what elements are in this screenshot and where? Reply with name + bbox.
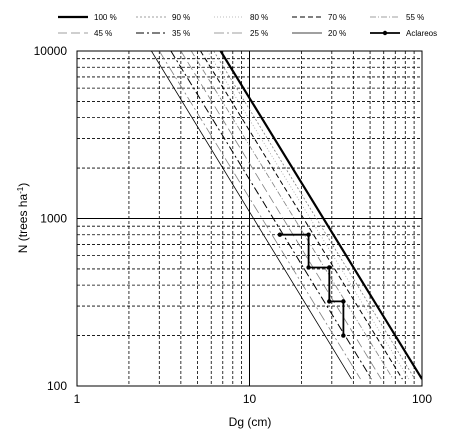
series-point-aclareos	[327, 265, 332, 270]
x-tick-label: 100	[412, 392, 432, 406]
legend-label: 35 %	[172, 29, 190, 38]
legend-label: 20 %	[328, 29, 346, 38]
legend-label: 45 %	[94, 29, 112, 38]
y-axis-label-superscript: -1	[16, 186, 25, 194]
x-axis-label: Dg (cm)	[229, 415, 272, 429]
legend-label: Aclareos	[406, 29, 437, 38]
y-axis-label-main: N (trees ha	[16, 194, 30, 254]
plot-frame	[76, 50, 423, 387]
y-tick-label: 1000	[40, 212, 67, 226]
series-line-1	[213, 51, 416, 380]
series-point-aclareos	[341, 333, 346, 338]
legend-label: 100 %	[94, 13, 117, 22]
series-point-aclareos	[306, 265, 311, 270]
series-point-aclareos	[277, 232, 283, 237]
y-axis-label-close: )	[16, 183, 30, 187]
legend-label: 90 %	[172, 13, 190, 22]
y-tick-label: 100	[47, 379, 67, 393]
series-line-5	[180, 51, 382, 380]
legend-label: 80 %	[250, 13, 268, 22]
legend: 100 % 90 % 80 % 70 % 55 % 45 % 35 % 25 % 20 % Acl…	[58, 13, 437, 38]
x-tick-label: 10	[243, 392, 257, 406]
series-point-aclareos	[327, 299, 332, 304]
legend-label: 25 %	[250, 29, 268, 38]
y-axis-label: N (trees ha-1)	[16, 183, 30, 253]
series-line-2	[207, 51, 410, 380]
series-point-aclareos	[306, 232, 311, 237]
series-line-0	[219, 51, 422, 380]
y-tick-label: 10000	[34, 44, 68, 58]
legend-marker-aclareos	[382, 30, 388, 36]
legend-label: 55 %	[406, 13, 424, 22]
legend-label: 70 %	[328, 13, 346, 22]
series-line-4	[190, 51, 394, 380]
series-layer	[151, 51, 422, 380]
x-tick-label: 1	[74, 392, 81, 406]
series-line-8	[151, 51, 352, 380]
series-point-aclareos	[341, 299, 346, 304]
tick-label-layer: 1 10 100 100 1000 10000	[34, 44, 433, 406]
series-line-3	[200, 51, 403, 380]
series-line-6	[170, 51, 373, 380]
series-line-7	[158, 51, 361, 380]
